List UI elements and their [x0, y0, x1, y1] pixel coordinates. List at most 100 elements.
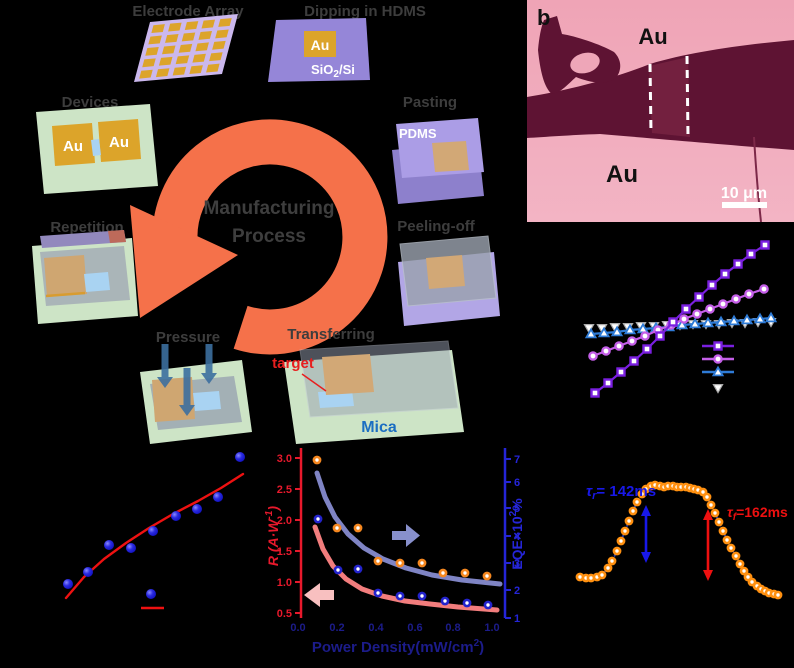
sphere-marker	[104, 540, 114, 550]
circle-marker	[705, 304, 715, 314]
pdms-label: PDMS	[399, 126, 437, 141]
station-transferring: Transferring target Mica	[272, 326, 464, 444]
arrowhead-icon	[703, 509, 713, 520]
au-top-label: Au	[638, 24, 667, 49]
down-arrow-shaft	[205, 344, 213, 373]
arrowhead-icon	[641, 552, 651, 563]
station-label: Pasting	[403, 94, 457, 111]
station-peeling: Peeling-off	[397, 218, 500, 326]
circle-marker	[588, 351, 598, 361]
ring-marker-center	[713, 511, 717, 515]
electrode-pad	[155, 68, 170, 78]
ring-marker-center	[615, 549, 619, 553]
cycle-arrowhead-icon	[130, 205, 238, 318]
chart-e-canvas: 3.0 2.5 2.0 1.5 1.0 0.5 7 6 5 4 3 2 1 0.0 0.2 0.4 0.6 0.8…	[277, 448, 521, 634]
sphere-marker	[235, 452, 245, 462]
triangle-up-marker	[740, 313, 754, 325]
target-pointer-line	[301, 373, 327, 392]
electrode-pad	[184, 21, 199, 30]
scale-bar	[722, 202, 767, 208]
ring-marker-center	[486, 603, 490, 607]
circle-marker	[692, 309, 702, 319]
sphere-marker	[126, 543, 136, 553]
ring-marker-center	[398, 561, 402, 565]
electrode-grid	[139, 18, 232, 79]
square-marker	[668, 317, 678, 327]
ring-marker-center	[746, 575, 750, 579]
x-axis-title: Power Density(mW/cm2)	[312, 638, 484, 656]
tick-label: 0.2	[329, 622, 344, 634]
sphere-marker	[83, 567, 93, 577]
tick-label: 0.6	[407, 622, 422, 634]
panel-b-label: b	[537, 5, 550, 30]
square-marker	[616, 367, 626, 377]
ring-marker-center	[623, 529, 627, 533]
circle-marker	[614, 341, 624, 351]
tick-label: 1.5	[277, 546, 292, 558]
tan-flake	[432, 141, 469, 172]
tick-label: 3	[514, 558, 520, 570]
square-marker	[629, 356, 639, 366]
ring-marker-center	[606, 566, 610, 570]
fall-time-label: τf=162ms	[727, 504, 788, 523]
ring-marker-center	[610, 559, 614, 563]
tick-label: 1.0	[277, 577, 292, 589]
tick-label: 2.5	[277, 484, 292, 496]
tan-flake	[426, 255, 465, 289]
ring-marker-center	[705, 495, 709, 499]
station-label: Electrode Array	[132, 3, 244, 20]
ring-marker-center	[420, 594, 424, 598]
flake-boundary-dash-left	[648, 63, 653, 134]
sphere-marker	[171, 511, 181, 521]
triangle-up-marker	[610, 325, 624, 337]
triangle-up-marker	[584, 327, 598, 339]
ring-marker-center	[316, 517, 320, 521]
tick-label: 0.0	[290, 622, 305, 634]
au-electrode-right	[98, 119, 141, 162]
circle-marker	[713, 354, 723, 364]
ring-marker-center	[635, 500, 639, 504]
ring-marker-center	[729, 546, 733, 550]
circle-marker	[627, 336, 637, 346]
triangle-up-marker	[764, 311, 778, 323]
sphere-marker	[213, 492, 223, 502]
ring-marker-center	[721, 529, 725, 533]
station-repetition: Repetition	[32, 219, 138, 324]
ring-marker-center	[750, 580, 754, 584]
ring-marker-center	[578, 575, 582, 579]
gold-edge	[45, 291, 86, 298]
electrode-pad	[209, 52, 223, 62]
electrode-pad	[165, 34, 179, 43]
circle-marker	[679, 314, 689, 324]
ring-marker-center	[717, 520, 721, 524]
sphere-marker	[148, 526, 158, 536]
down-arrowhead-icon	[201, 373, 217, 384]
tick-label: 2	[514, 585, 520, 597]
electrode-pad	[168, 22, 182, 32]
electrode-pad	[142, 58, 156, 68]
ring-marker-center	[734, 554, 738, 558]
station-electrode-array: Electrode Array	[132, 3, 244, 82]
tick-label: 0.8	[445, 622, 460, 634]
panel-b-micrograph: b Au Au 10 μm	[527, 0, 794, 223]
au-electrode-left	[52, 123, 95, 166]
electrode-pad	[218, 18, 232, 27]
down-arrowhead-icon	[179, 405, 195, 416]
triangle-down-marker	[712, 384, 724, 394]
station-label: Devices	[62, 94, 119, 111]
electrode-pad	[151, 24, 165, 33]
r-axis-arrow-icon	[304, 583, 334, 607]
station-label: Pressure	[156, 329, 220, 346]
electrode-pad	[212, 40, 226, 50]
au-right-label: Au	[109, 134, 129, 151]
au-left-label: Au	[63, 138, 83, 155]
electrode-pad	[175, 55, 190, 65]
square-marker	[760, 240, 770, 250]
electrode-pad	[215, 29, 229, 39]
triangle-up-marker	[714, 315, 728, 327]
ring-marker-center	[709, 503, 713, 507]
square-marker	[746, 249, 756, 259]
top-bar-red-end	[108, 230, 126, 243]
tick-label: 1	[514, 613, 520, 625]
